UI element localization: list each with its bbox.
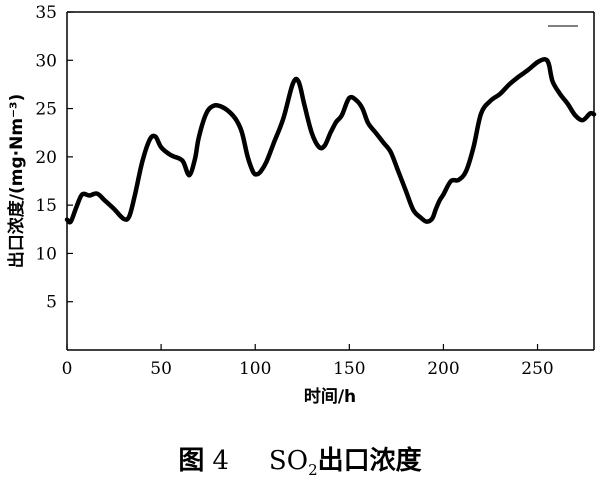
x-tick-label: 150 (333, 359, 365, 379)
x-axis-ticks: 0 50 100 150 200 250 (62, 344, 554, 379)
series-layer (64, 57, 597, 225)
x-tick-label: 200 (427, 359, 459, 379)
y-tick-label: 15 (35, 196, 57, 216)
x-tick-label: 250 (521, 359, 553, 379)
y-axis-title: 出口浓度/(mg·Nm⁻³) (6, 94, 27, 268)
figure-caption: 图 4 SO2出口浓度 (0, 440, 600, 479)
caption-subscript: 2 (308, 461, 318, 480)
y-axis-ticks: 5 10 15 20 25 30 35 (35, 3, 73, 313)
line-chart: 0 50 100 150 200 250 5 10 15 20 25 30 35 时间/h 出口浓度/… (6, 3, 597, 407)
series-line (64, 57, 597, 225)
x-axis-title: 时间/h (304, 386, 356, 407)
x-tick-label: 50 (150, 359, 172, 379)
caption-formula: SO (268, 446, 309, 476)
y-tick-label: 5 (46, 293, 57, 313)
x-tick-label: 0 (62, 359, 73, 379)
figure-number: 4 (212, 446, 229, 476)
plot-area-frame (66, 11, 595, 351)
x-tick-label: 100 (239, 359, 271, 379)
y-tick-label: 20 (35, 148, 57, 168)
figure-label: 图 (178, 446, 205, 476)
y-tick-label: 30 (35, 51, 57, 71)
caption-title: 出口浓度 (317, 446, 422, 476)
y-tick-label: 25 (35, 100, 57, 120)
y-tick-label: 10 (35, 244, 57, 264)
y-tick-label: 35 (35, 3, 57, 23)
